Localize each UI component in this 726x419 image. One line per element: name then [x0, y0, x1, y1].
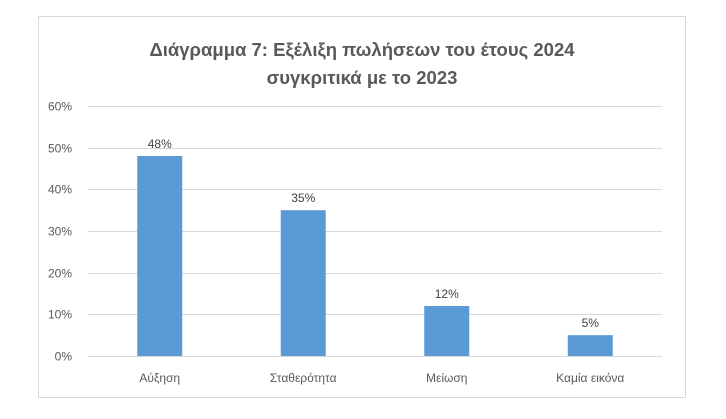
x-axis-ticks: Αύξηση Σταθερότητα Μείωση Καμία εικόνα [139, 371, 624, 385]
x-tick-label: Σταθερότητα [270, 371, 337, 385]
bar [280, 210, 326, 356]
gridlines [88, 106, 662, 357]
data-label: 5% [582, 316, 600, 330]
data-labels: 48% 35% 12% 5% [148, 137, 600, 330]
y-tick-label: 60% [48, 100, 72, 114]
y-tick-label: 20% [48, 267, 72, 281]
data-label: 12% [435, 287, 459, 301]
bar [567, 335, 613, 356]
bars [137, 156, 613, 356]
chart-title-line-1: Διάγραμμα 7: Εξέλιξη πωλήσεων του έτους … [149, 39, 575, 60]
bar [137, 156, 183, 356]
bar [424, 306, 470, 356]
y-tick-label: 30% [48, 225, 72, 239]
y-axis-ticks: 0% 10% 20% 30% 40% 50% 60% [48, 100, 72, 364]
y-tick-label: 40% [48, 183, 72, 197]
data-label: 48% [148, 137, 172, 151]
y-tick-label: 50% [48, 142, 72, 156]
x-tick-label: Καμία εικόνα [556, 371, 624, 385]
chart-title-line-2: συγκριτικά με το 2023 [266, 67, 458, 88]
y-tick-label: 0% [55, 350, 73, 364]
y-tick-label: 10% [48, 308, 72, 322]
data-label: 35% [291, 191, 315, 205]
chart-title: Διάγραμμα 7: Εξέλιξη πωλήσεων του έτους … [38, 36, 686, 92]
x-tick-label: Αύξηση [139, 371, 180, 385]
x-tick-label: Μείωση [426, 371, 467, 385]
